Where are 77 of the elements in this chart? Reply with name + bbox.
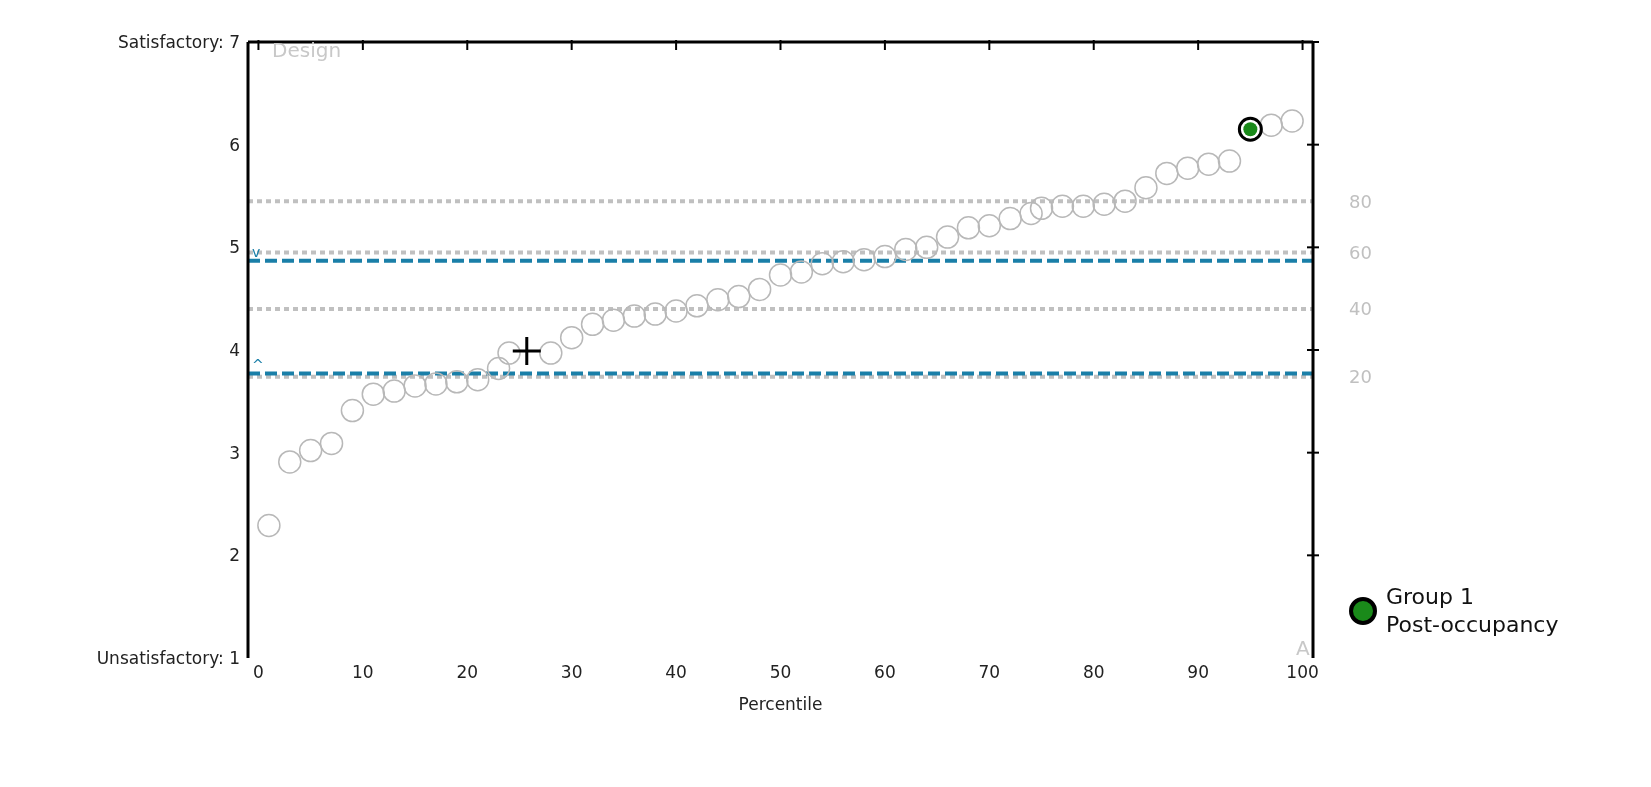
point (914, 235, 939, 260)
point (580, 312, 605, 337)
point (685, 294, 709, 318)
annotation: Design (272, 38, 342, 62)
x-tick-label: 20 (456, 662, 479, 683)
text: 40 (1349, 298, 1372, 320)
point (539, 341, 563, 365)
point (1092, 192, 1116, 216)
text: 20 (1349, 366, 1372, 388)
x-tick-label: 50 (769, 662, 792, 683)
point (1259, 113, 1283, 137)
point (319, 431, 344, 456)
point (1280, 109, 1304, 133)
y-tick-label: 3 (229, 442, 240, 463)
ref-line-label: v (252, 243, 261, 260)
point (622, 304, 647, 328)
ref-line-label: ^ (252, 356, 264, 373)
point (664, 299, 688, 323)
x-tick-label: 60 (874, 662, 896, 683)
point (382, 379, 406, 403)
point (1196, 152, 1221, 176)
point (1071, 194, 1096, 219)
x-tick-label: 80 (1082, 662, 1105, 683)
point (977, 214, 1002, 238)
point (512, 337, 541, 366)
point (497, 341, 521, 365)
point (1050, 194, 1075, 219)
point (1134, 176, 1158, 200)
point (873, 244, 897, 269)
legend-label: Group 1 Post-occupancy (1386, 583, 1559, 639)
point (956, 216, 981, 240)
point (852, 247, 876, 272)
point (643, 302, 667, 326)
x-tick-label: 30 (560, 662, 583, 683)
point (465, 368, 490, 392)
point (445, 370, 469, 394)
y-tick-label: Satisfactory: 7 (117, 32, 240, 53)
point (257, 513, 281, 538)
point (747, 277, 772, 302)
point (559, 325, 584, 350)
point (298, 438, 323, 463)
point (706, 287, 730, 312)
point (726, 284, 751, 309)
text: 80 (1349, 190, 1372, 212)
point (998, 206, 1022, 231)
point (894, 237, 918, 262)
y-tick-label: Unsatisfactory: 1 (96, 648, 240, 669)
point (810, 252, 835, 276)
point (403, 374, 427, 398)
y-tick-label: 6 (229, 134, 240, 155)
point (1019, 201, 1043, 226)
x-tick-label: 10 (352, 662, 374, 683)
point (1155, 161, 1179, 186)
point (935, 225, 960, 249)
point (424, 372, 448, 396)
point (278, 450, 302, 474)
point (789, 260, 814, 284)
x-tick-label: 40 (665, 662, 687, 683)
x-tick-label: 100 (1286, 662, 1319, 683)
y-tick-label: 4 (229, 340, 240, 361)
point (361, 382, 386, 406)
text: 60 (1349, 241, 1372, 263)
y-tick-label: 5 (229, 237, 240, 258)
point (486, 356, 511, 381)
point (1217, 149, 1242, 173)
x-axis-title: Percentile (738, 694, 823, 715)
x-tick-label: 0 (253, 662, 264, 683)
point (340, 398, 365, 423)
point (1029, 196, 1054, 221)
point (831, 249, 855, 274)
point (1113, 189, 1137, 213)
y-tick-label: 2 (229, 545, 240, 566)
point (1175, 156, 1200, 181)
point (768, 263, 793, 287)
x-tick-label: 70 (978, 662, 1001, 683)
x-tick-label: 90 (1187, 662, 1209, 683)
point (601, 308, 626, 332)
